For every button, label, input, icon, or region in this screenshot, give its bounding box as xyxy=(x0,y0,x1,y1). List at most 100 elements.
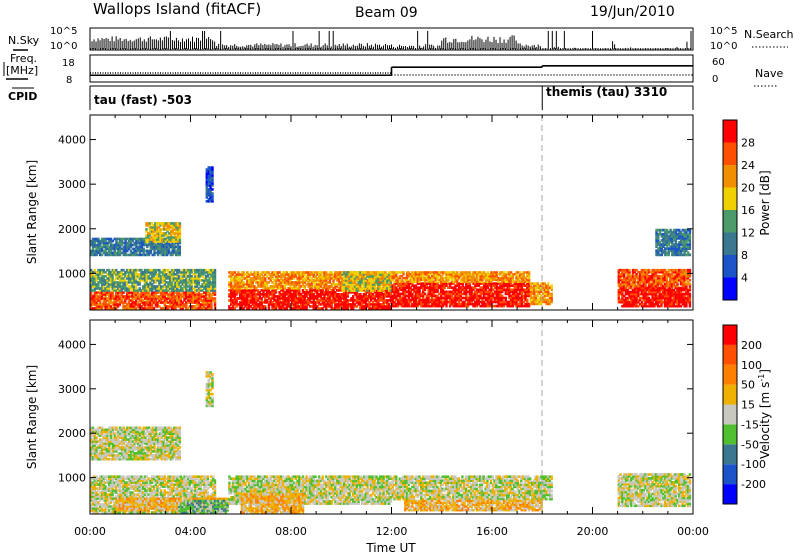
heatmap-cell xyxy=(465,304,468,308)
heatmap-cell xyxy=(420,282,423,285)
heatmap-cell xyxy=(497,294,500,298)
heatmap-cell xyxy=(375,281,378,284)
heatmap-cell xyxy=(95,277,98,280)
heatmap-cell xyxy=(323,273,326,276)
heatmap-cell xyxy=(156,287,159,290)
heatmap-cell xyxy=(280,301,283,304)
heatmap-cell xyxy=(100,307,104,310)
heatmap-cell xyxy=(441,290,445,294)
heatmap-cell xyxy=(321,277,324,280)
heatmap-cell xyxy=(175,236,178,239)
heatmap-cell xyxy=(386,301,389,304)
heatmap-cell xyxy=(423,302,427,306)
heatmap-cell xyxy=(346,295,349,298)
heatmap-cell xyxy=(411,284,414,287)
heatmap-cell xyxy=(149,245,153,249)
heatmap-cell xyxy=(140,237,144,241)
heatmap-cell xyxy=(197,273,201,276)
heatmap-cell xyxy=(162,226,166,229)
heatmap-cell xyxy=(305,295,308,298)
heatmap-cell xyxy=(429,284,432,287)
heatmap-cell xyxy=(107,287,111,290)
heatmap-cell xyxy=(334,287,337,290)
heatmap-cell xyxy=(102,281,105,284)
heatmap-cell xyxy=(99,299,102,302)
heatmap-cell xyxy=(350,283,353,286)
heatmap-cell xyxy=(488,296,491,300)
heatmap-cell xyxy=(153,243,156,247)
heatmap-cell xyxy=(323,279,326,282)
heatmap-cell xyxy=(483,290,486,294)
heatmap-cell xyxy=(172,299,175,302)
heatmap-cell xyxy=(450,294,454,298)
heatmap-cell xyxy=(176,285,179,288)
heatmap-cell xyxy=(283,279,287,282)
heatmap-cell xyxy=(149,271,152,274)
heatmap-cell xyxy=(389,291,393,294)
heatmap-cell xyxy=(373,289,376,292)
heatmap-cell xyxy=(398,292,402,296)
heatmap-cell xyxy=(407,298,411,302)
heatmap-cell xyxy=(102,299,105,302)
heatmap-cell xyxy=(122,305,125,308)
heatmap-cell xyxy=(438,300,441,304)
heatmap-cell xyxy=(373,295,376,298)
heatmap-cell xyxy=(165,299,168,302)
heatmap-cell xyxy=(269,275,272,278)
heatmap-cell xyxy=(142,295,145,298)
heatmap-cell xyxy=(168,224,171,227)
heatmap-cell xyxy=(285,279,288,282)
heatmap-cell xyxy=(276,295,279,298)
heatmap-cell xyxy=(289,273,292,276)
heatmap-cell xyxy=(323,303,326,306)
heatmap-cell xyxy=(230,289,233,292)
heatmap-cell xyxy=(104,289,107,292)
heatmap-cell xyxy=(111,285,114,288)
heatmap-cell xyxy=(102,279,105,282)
heatmap-cell xyxy=(380,283,384,286)
heatmap-cell xyxy=(111,253,115,257)
heatmap-cell xyxy=(210,285,213,288)
heatmap-cell xyxy=(165,275,168,278)
heatmap-cell xyxy=(457,296,461,300)
heatmap-cell xyxy=(316,287,319,290)
heatmap-cell xyxy=(208,295,211,298)
heatmap-cell xyxy=(352,283,355,286)
heatmap-cell xyxy=(156,295,159,298)
heatmap-cell xyxy=(197,291,201,294)
heatmap-cell xyxy=(118,291,122,294)
heatmap-cell xyxy=(157,230,160,233)
freq-tick-bottom: 8 xyxy=(66,75,72,86)
heatmap-cell xyxy=(194,281,197,284)
heatmap-cell xyxy=(294,281,297,284)
heatmap-cell xyxy=(131,279,134,282)
heatmap-cell xyxy=(194,271,197,274)
heatmap-cell xyxy=(143,285,147,288)
heatmap-cell xyxy=(115,268,118,272)
heatmap-cell xyxy=(305,277,308,280)
heatmap-cell xyxy=(169,230,173,233)
heatmap-cell xyxy=(312,273,315,276)
heatmap-cell xyxy=(325,275,328,278)
heatmap-cell xyxy=(230,281,233,284)
heatmap-cell xyxy=(466,284,470,287)
heatmap-cell xyxy=(361,295,364,298)
heatmap-cell xyxy=(140,243,144,247)
heatmap-cell xyxy=(230,303,233,306)
heatmap-cell xyxy=(237,273,240,276)
heatmap-cell xyxy=(231,291,235,294)
heatmap-cell xyxy=(153,251,156,255)
heatmap-cell xyxy=(183,285,186,288)
heatmap-cell xyxy=(176,230,180,233)
heatmap-cell xyxy=(483,286,486,289)
heatmap-cell xyxy=(249,287,253,290)
heatmap-cell xyxy=(99,291,102,294)
heatmap-cell xyxy=(138,297,141,300)
heatmap-cell xyxy=(185,289,188,292)
heatmap-cell xyxy=(255,295,258,298)
heatmap-cell xyxy=(308,273,312,276)
heatmap-cell xyxy=(120,279,123,282)
heatmap-cell xyxy=(443,294,446,298)
heatmap-cell xyxy=(475,298,479,302)
heatmap-cell xyxy=(343,271,346,274)
